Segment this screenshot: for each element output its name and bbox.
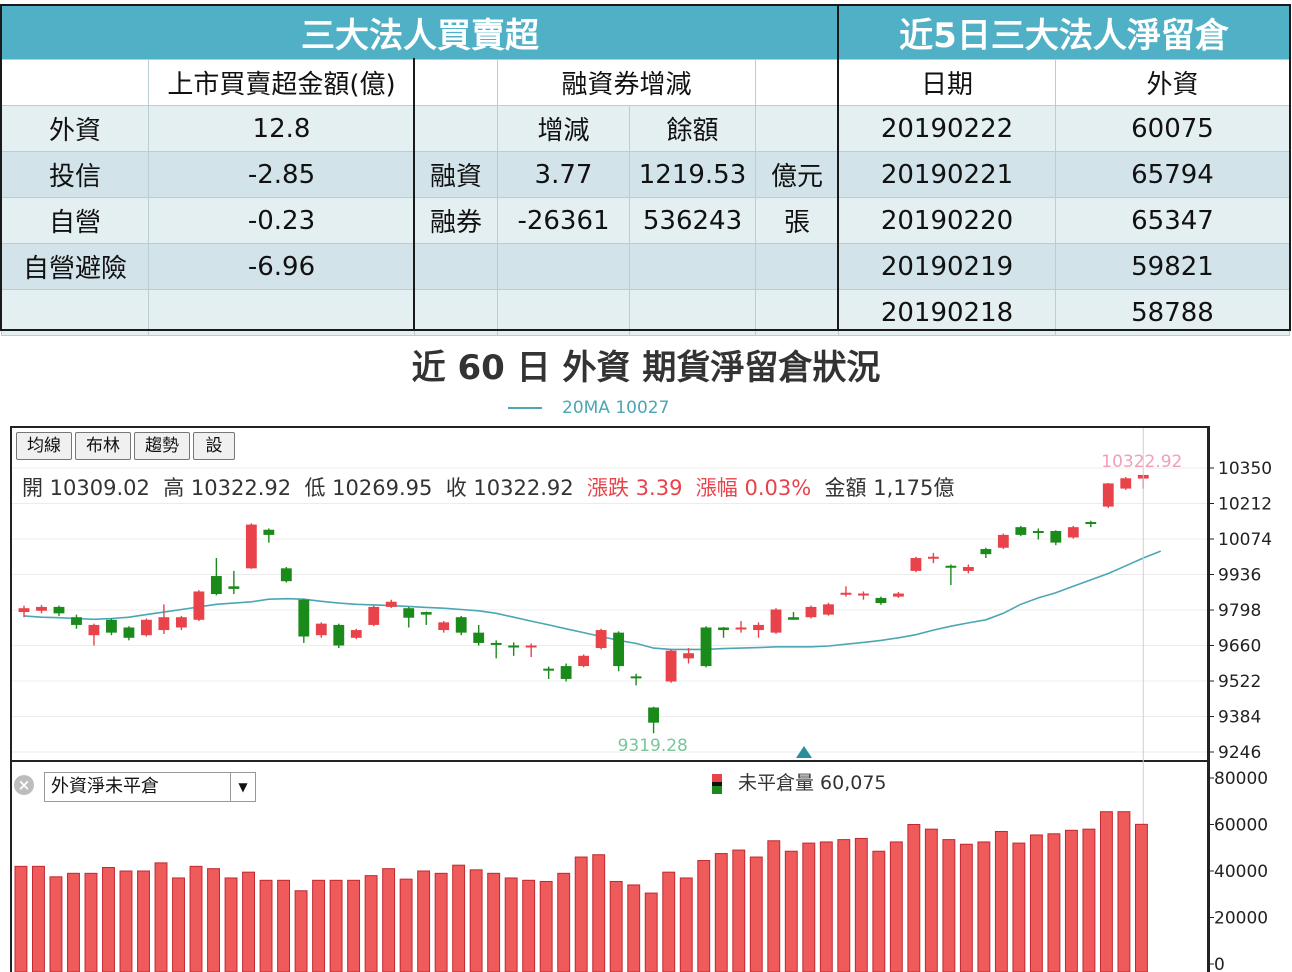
row-name: 投信 [1,151,149,198]
margin-balance: 536243 [629,197,756,244]
cell-empty [754,105,840,152]
cell-empty [497,243,630,290]
ohlc-readout: 開 10309.02 高 10322.92 低 10269.95 收 10322… [22,472,954,502]
legend-swatch-icon [712,773,722,794]
panel-divider [10,760,1210,762]
row-amount: -0.23 [148,197,415,244]
bar-legend-label: 未平倉量 60,075 [738,772,887,794]
chart-frame [10,426,1210,972]
cell-empty [497,289,630,336]
price-tick-label: 9384 [1218,708,1261,728]
open-value: 開 10309.02 [22,476,150,500]
date-cell: 20190221 [838,151,1056,198]
price-tick-label: 9660 [1218,637,1261,657]
value-cell: 60075 [1054,105,1291,152]
margin-unit: 張 [754,197,840,244]
cell-empty [414,243,498,290]
indicator-select[interactable]: 外資淨未平倉 ▼ [44,772,256,802]
margin-label: 融券 [414,197,498,244]
left-table-divider [413,58,415,331]
tables-divider [837,4,839,331]
bar-legend: 未平倉量 60,075 [712,768,887,795]
sub-header-change: 增減 [497,105,630,152]
price-tick-label: 10350 [1218,459,1272,479]
price-tick-label: 9522 [1218,672,1261,692]
amount-column-header: 上市買賣超金額(億) [148,59,415,106]
indicator-select-value: 外資淨未平倉 [51,776,159,797]
margin-label: 融資 [414,151,498,198]
volume-tick-label: 40000 [1214,862,1268,882]
ma-legend: 20MA 10027 [508,398,669,422]
high-value: 高 10322.92 [163,476,292,500]
cell-empty [148,289,415,336]
cell-empty [629,243,756,290]
cell-empty [629,289,756,336]
date-cell: 20190220 [838,197,1056,244]
chart-title: 近 60 日 外資 期貨淨留倉狀況 [411,348,881,388]
margin-change: -26361 [497,197,630,244]
price-tick-label: 10212 [1218,495,1272,515]
chevron-down-icon: ▼ [230,773,255,801]
cell-empty [414,289,498,336]
date-cell: 20190219 [838,243,1056,290]
volume-tick-label: 80000 [1214,769,1268,789]
net-position-title: 近5日三大法人淨留倉 [837,4,1291,60]
row-amount: 12.8 [148,105,415,152]
price-tick-label: 9798 [1218,601,1261,621]
row-name: 外資 [1,105,149,152]
low-value: 低 10269.95 [304,476,433,500]
row-name: 自營避險 [1,243,149,290]
ma-button[interactable]: 均線 [16,432,72,460]
row-name: 自營 [1,197,149,244]
settings-button[interactable]: 設 [193,432,235,460]
margin-balance: 1219.53 [629,151,756,198]
change-value: 漲跌 3.39 [587,476,683,500]
ma-legend-label: 20MA 10027 [562,398,670,418]
volume-tick-label: 20000 [1214,909,1268,929]
date-cell: 20190218 [838,289,1056,336]
cell-empty [754,243,840,290]
foreign-column-header: 外資 [1054,59,1291,106]
margin-blank-cell [414,59,498,106]
institutional-table: 三大法人買賣超 上市買賣超金額(億) 融資券增減 外資 12.8 增減 餘額 投… [0,4,840,336]
unit-blank-cell [754,59,840,106]
price-tick-label: 9936 [1218,566,1261,586]
net-position-table: 近5日三大法人淨留倉 日期 外資 20190222 60075 20190221 6… [837,4,1291,336]
value-cell: 65794 [1054,151,1291,198]
price-tick-label: 9246 [1218,743,1261,763]
volume-tick-label: 60000 [1214,816,1268,836]
ma-legend-line [508,407,542,409]
date-column-header: 日期 [838,59,1056,106]
value-cell: 58788 [1054,289,1291,336]
cell-empty [1,289,149,336]
amount-value: 金額 1,175億 [824,476,955,500]
institutional-title: 三大法人買賣超 [0,4,840,60]
bollinger-button[interactable]: 布林 [75,432,131,460]
value-cell: 65347 [1054,197,1291,244]
value-cell: 59821 [1054,243,1291,290]
close-panel-icon[interactable]: × [14,775,34,795]
margin-unit: 億元 [754,151,840,198]
margin-change: 3.77 [497,151,630,198]
cell-empty [414,105,498,152]
row-amount: -6.96 [148,243,415,290]
date-cell: 20190222 [838,105,1056,152]
volume-tick-label: 0 [1214,955,1225,972]
trend-button[interactable]: 趨勢 [134,432,190,460]
pct-value: 漲幅 0.03% [695,476,812,500]
tables-border [0,4,1291,331]
cell-empty [754,289,840,336]
close-value: 收 10322.92 [445,476,574,500]
price-tick-label: 10074 [1218,530,1272,550]
